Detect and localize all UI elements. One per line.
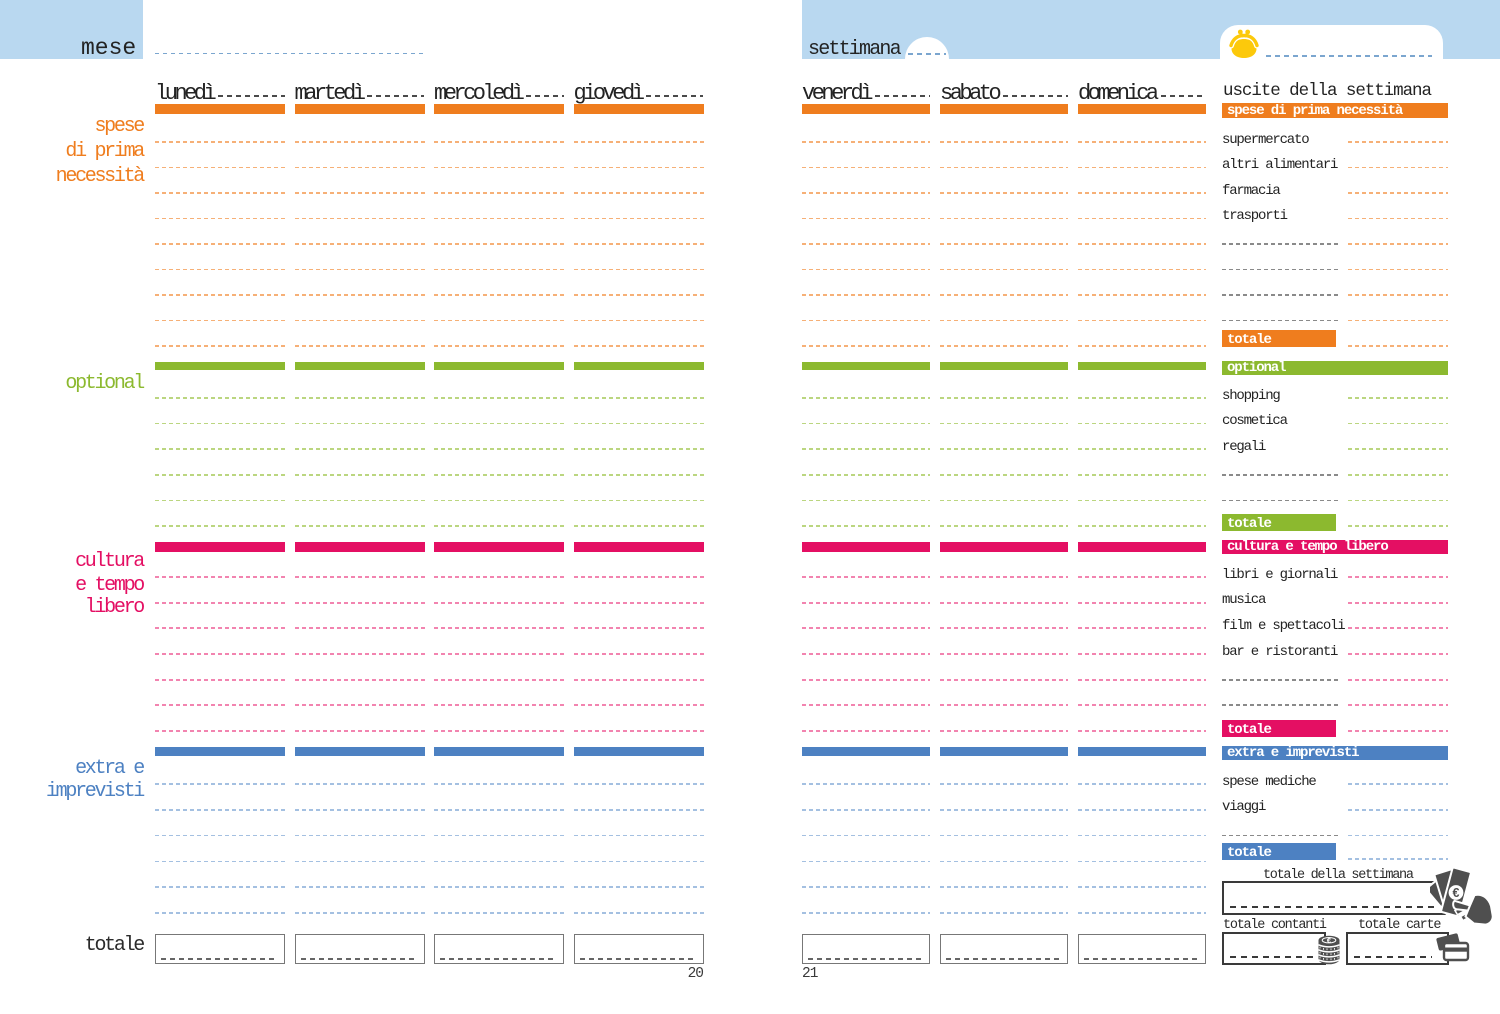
svg-text:€: € [1453, 886, 1460, 900]
svg-text:€: € [1327, 936, 1332, 945]
